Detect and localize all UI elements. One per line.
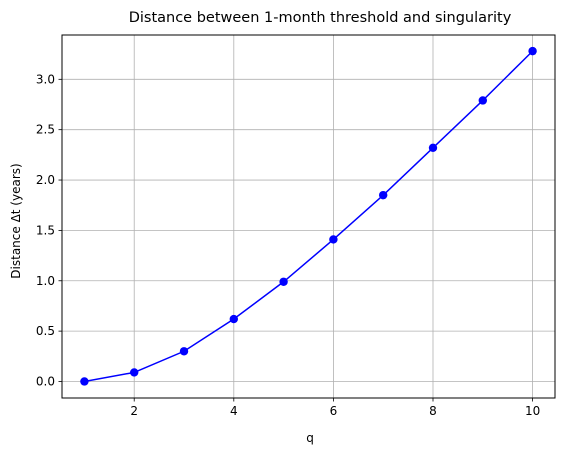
data-point <box>378 190 388 200</box>
y-tick-label: 1.0 <box>36 274 55 288</box>
x-axis-ticks: 2 4 6 8 10 <box>130 398 540 418</box>
chart-title: Distance between 1-month threshold and s… <box>129 10 512 26</box>
y-tick-label: 0.5 <box>36 324 55 338</box>
x-tick-label: 8 <box>429 404 437 418</box>
series-line <box>84 50 534 383</box>
series-markers <box>80 46 537 386</box>
y-tick-label: 2.0 <box>36 173 55 187</box>
x-axis-label: q <box>306 431 314 445</box>
data-point <box>478 96 487 105</box>
x-tick-label: 10 <box>525 404 540 418</box>
y-tick-label: 3.0 <box>36 72 55 86</box>
grid <box>62 35 555 398</box>
y-tick-label: 2.5 <box>36 123 55 137</box>
y-tick-label: 0.0 <box>36 374 55 388</box>
series-line-group <box>84 50 534 383</box>
data-point <box>130 368 139 377</box>
data-point <box>80 377 89 386</box>
data-point <box>229 314 239 324</box>
data-point <box>279 277 288 286</box>
plot-area-frame <box>61 34 556 399</box>
data-point <box>428 143 438 153</box>
x-tick-label: 4 <box>230 404 238 418</box>
data-point <box>329 235 338 244</box>
y-axis-ticks: 0.0 0.5 1.0 1.5 2.0 2.5 3.0 <box>36 72 62 388</box>
data-point <box>179 347 189 356</box>
y-tick-label: 1.5 <box>36 223 55 237</box>
x-tick-label: 2 <box>130 404 138 418</box>
y-axis-label: Distance Δt (years) <box>9 163 23 278</box>
data-point <box>528 46 537 56</box>
x-tick-label: 6 <box>330 404 338 418</box>
